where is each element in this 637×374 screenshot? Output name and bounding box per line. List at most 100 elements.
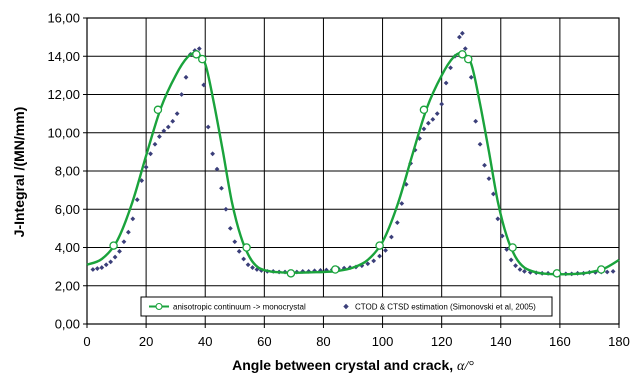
x-axis-title-symbol: α/° [457, 359, 474, 374]
scatter-point [468, 74, 474, 80]
scatter-point [604, 269, 610, 275]
scatter-point [399, 201, 405, 206]
scatter-point [443, 80, 449, 86]
x-tick-label: 120 [431, 334, 453, 349]
scatter-point [223, 206, 229, 212]
scatter-point [210, 151, 216, 157]
scatter-point [121, 239, 127, 245]
line-marker [331, 265, 340, 274]
scatter-point [430, 116, 436, 122]
line-marker [198, 54, 207, 64]
line-marker [458, 50, 467, 59]
scatter-point [205, 124, 211, 130]
x-tick-label: 100 [372, 334, 394, 349]
scatter-point [157, 134, 162, 139]
scatter-point [486, 176, 492, 182]
scatter-point [250, 265, 255, 270]
scatter-point [219, 185, 224, 191]
scatter-point [473, 118, 479, 124]
scatter-point [214, 166, 220, 172]
scatter-point [504, 247, 510, 252]
scatter-point [148, 151, 153, 157]
scatter-point [389, 234, 394, 240]
scatter-point [508, 257, 514, 263]
y-tick-label: 10,00 [47, 125, 80, 140]
scatter-point [459, 30, 465, 36]
scatter-point [143, 164, 149, 170]
x-axis-title-text: Angle between crystal and crack, [232, 357, 457, 373]
scatter-point [134, 197, 140, 203]
scatter-point [490, 191, 496, 197]
scatter-point [517, 267, 523, 272]
legend: anisotropic continuum -> monocrystal CTOD… [140, 296, 553, 317]
y-tick-label: 12,00 [47, 87, 80, 102]
x-tick-label: 60 [257, 334, 271, 349]
scatter-point [499, 233, 505, 239]
scatter-point [495, 216, 501, 222]
scatter-point [421, 126, 427, 132]
scatter-point [610, 269, 616, 274]
line-marker [286, 269, 296, 278]
scatter-point [130, 216, 136, 222]
y-tick-label: 0,00 [55, 317, 80, 332]
scatter-point [103, 262, 109, 268]
scatter-point [245, 262, 251, 268]
line-marker [552, 269, 562, 278]
x-tick-label: 0 [83, 334, 90, 349]
scatter-point [371, 258, 377, 264]
scatter-point [152, 141, 158, 147]
scatter-point [236, 248, 242, 254]
scatter-point [462, 46, 468, 51]
x-tick-label: 180 [608, 334, 630, 349]
scatter-point [139, 178, 145, 183]
y-tick-label: 8,00 [55, 164, 80, 179]
line-marker [419, 105, 429, 115]
x-tick-label: 40 [198, 334, 212, 349]
scatter-point [232, 239, 238, 245]
line-marker [375, 241, 384, 250]
legend-label-ctod: CTOD & CTSD estimation (Simonovski et al… [355, 303, 536, 312]
series-line-anisotropic [86, 51, 620, 276]
scatter-point [170, 118, 176, 124]
scatter-point [125, 229, 131, 235]
y-tick-label: 6,00 [55, 202, 80, 217]
scatter-point [482, 162, 487, 168]
scatter-point [117, 248, 122, 254]
y-tick-label: 14,00 [47, 49, 80, 64]
x-tick-label: 140 [490, 334, 512, 349]
legend-diamond-swatch [343, 303, 349, 310]
scatter-point [227, 225, 233, 231]
plot-frame [86, 17, 620, 325]
x-tick-label: 160 [549, 334, 571, 349]
scatter-point [99, 265, 105, 270]
line-marker [109, 241, 118, 250]
scatter-point [174, 111, 180, 117]
scatter-point [161, 128, 167, 134]
y-axis-title: J-Integral /(MN/mm) [11, 107, 27, 238]
scatter-point [477, 141, 483, 147]
scatter-point [513, 263, 518, 269]
line-marker [242, 243, 251, 252]
scatter-point [417, 136, 422, 141]
line-marker [192, 50, 201, 59]
scatter-point [179, 92, 184, 97]
legend-marker-swatch [155, 302, 163, 311]
scatter-point [425, 120, 431, 126]
scatter-point [196, 46, 202, 51]
scatter-point [241, 256, 247, 262]
scatter-point [448, 65, 453, 71]
scatter-point [383, 247, 388, 253]
line-marker [508, 243, 517, 252]
x-tick-label: 20 [139, 334, 153, 349]
scatter-point [201, 82, 207, 88]
legend-label-anisotropic: anisotropic continuum -> monocrystal [173, 303, 306, 312]
scatter-point [439, 101, 445, 107]
scatter-point [165, 124, 171, 130]
x-axis-title: Angle between crystal and crack, α/° [232, 357, 474, 374]
scatter-point [377, 253, 382, 259]
line-marker [153, 105, 163, 115]
y-tick-label: 2,00 [55, 278, 80, 293]
y-tick-label: 16,00 [47, 11, 80, 26]
x-tick-label: 80 [316, 334, 330, 349]
